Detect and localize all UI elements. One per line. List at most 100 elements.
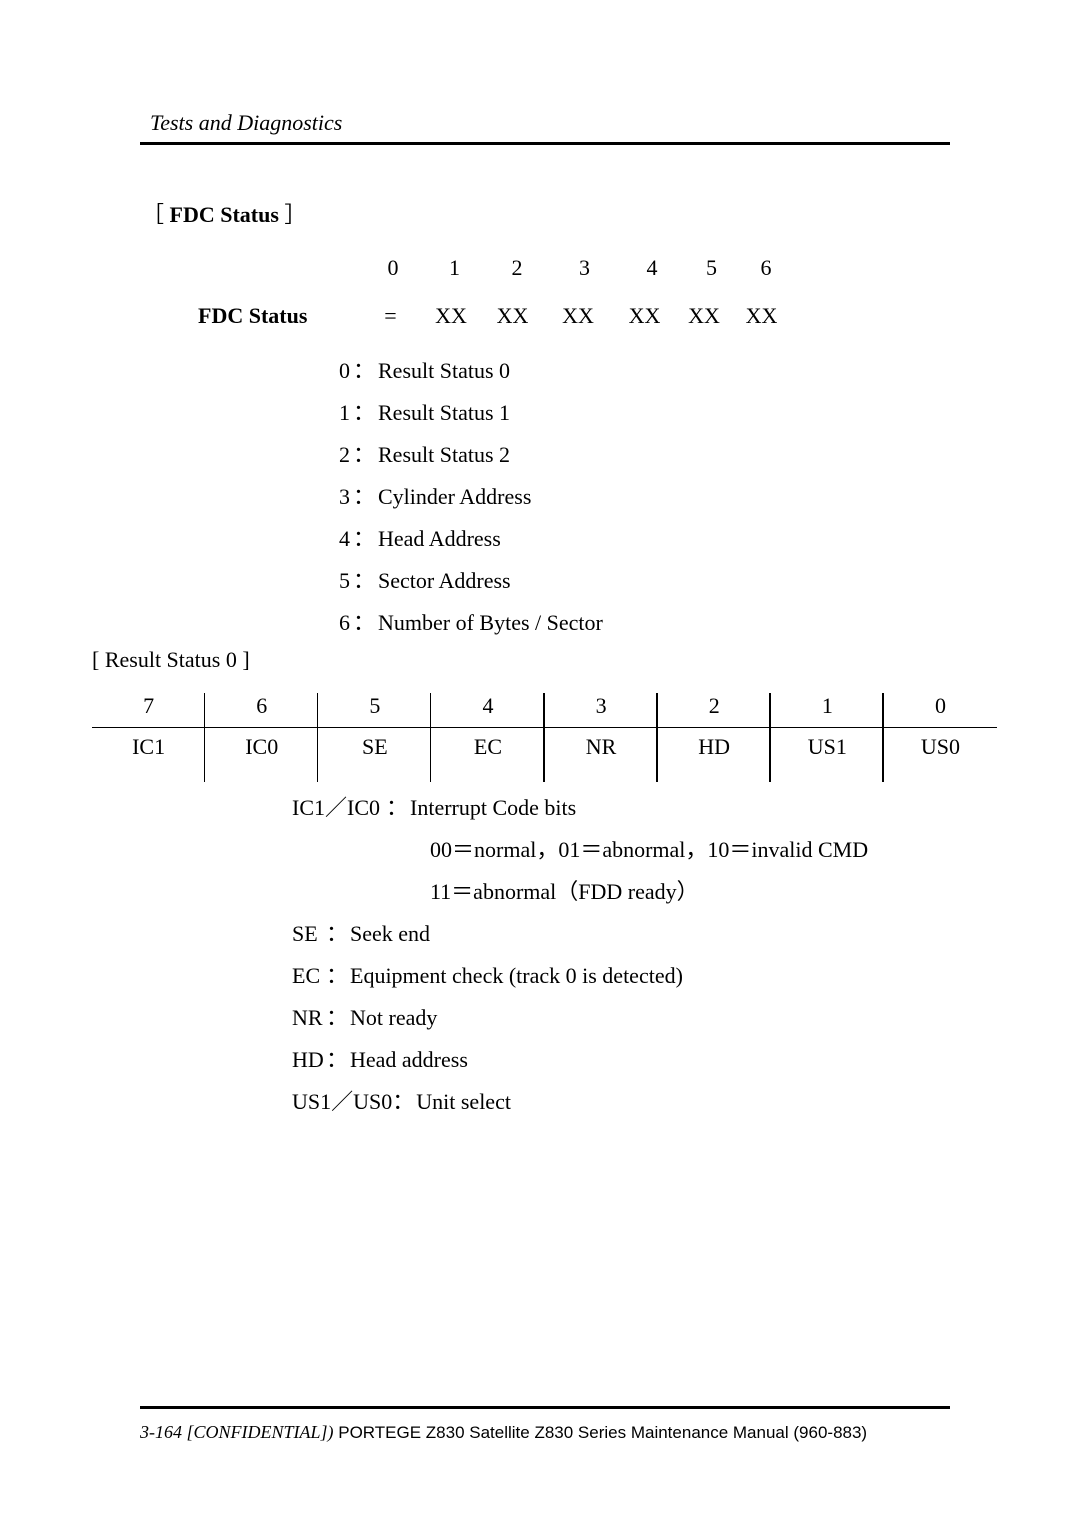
colon: ： [350,353,378,385]
bit-v-us0: US0 [884,728,997,768]
def-row: 3：Cylinder Address [328,479,950,511]
def-nr-text: Not ready [350,1005,437,1030]
fdc-status-title: ［ FDC Status ］ [142,197,950,229]
bit-value-row: IC1 IC0 SE EC NR HD US1 US0 [92,728,997,768]
page-header: Tests and Diagnostics [150,110,950,136]
def-ec: EC：Equipment check (track 0 is detected) [292,958,950,990]
bracket-open: ［ [142,202,164,227]
bit-h-0: 0 [884,687,997,727]
def-nr: NR：Not ready [292,1000,950,1032]
bit-v-us1: US1 [771,728,884,768]
xx-5: XX [735,303,789,329]
def-se-text: Seek end [350,921,430,946]
colon: ： [326,1042,350,1074]
bit-v-hd: HD [658,728,771,768]
def-key: 6 [328,610,350,636]
def-hd-label: HD [292,1047,326,1073]
page-footer: 3-164 [CONFIDENTIAL]) PORTEGE Z830 Satel… [140,1422,950,1443]
def-ic-label: IC1／IC0 [292,790,386,822]
xx-3: XX [616,303,674,329]
def-key: 2 [328,442,350,468]
bit-table: 7 6 5 4 3 2 1 0 IC1 IC0 SE EC NR HD US1 … [92,687,997,768]
xx-4: XX [679,303,729,329]
def-key: 0 [328,358,350,384]
bit-v-ic1: IC1 [92,728,205,768]
def-nr-label: NR [292,1005,326,1031]
bit-v-se: SE [318,728,431,768]
def-val: Head Address [378,526,501,551]
xx-1: XX [485,303,541,329]
result-status-0-title: [ Result Status 0 ] [92,647,950,673]
colon: ： [392,1084,416,1116]
colon: ： [350,479,378,511]
colon: ： [350,437,378,469]
bit-h-4: 4 [431,687,544,727]
footer-prefix: 3-164 [CONFIDENTIAL]) [140,1422,334,1442]
def-key: 4 [328,526,350,552]
bit-v-ec: EC [431,728,544,768]
def-ic-sub1: 00＝normal，01＝abnormal，10＝invalid CMD [430,832,950,864]
colon: ： [326,958,350,990]
def-ec-text: Equipment check (track 0 is detected) [350,963,683,988]
def-hd: HD：Head address [292,1042,950,1074]
bit-h-5: 5 [318,687,431,727]
def-ec-label: EC [292,963,326,989]
def-key: 1 [328,400,350,426]
def-val: Result Status 2 [378,442,510,467]
def-val: Result Status 1 [378,400,510,425]
fdc-status-label: FDC Status [170,202,279,227]
def-ic-text: Interrupt Code bits [410,795,576,820]
def-row: 5：Sector Address [328,563,950,595]
fdc-value-row: FDC Status = XX XX XX XX XX XX [198,303,950,329]
colon: ： [350,605,378,637]
idx-1: 1 [427,255,483,281]
idx-5: 5 [687,255,737,281]
header-rule [140,142,950,145]
colon: ： [350,521,378,553]
def-val: Number of Bytes / Sector [378,610,603,635]
def-ic-sub2: 11＝abnormal（FDD ready） [430,874,950,906]
fdc-status-text: FDC Status [198,303,358,329]
def-row: 1：Result Status 1 [328,395,950,427]
colon: ： [350,563,378,595]
def-val: Cylinder Address [378,484,531,509]
def-us-label: US1／US0 [292,1084,392,1116]
colon: ： [326,1000,350,1032]
bit-h-3: 3 [545,687,658,727]
def-us: US1／US0：Unit select [292,1084,950,1116]
bit-h-2: 2 [658,687,771,727]
def-se-label: SE [292,921,326,947]
bracket-close: ］ [284,202,306,227]
idx-0: 0 [365,255,421,281]
bit-h-6: 6 [205,687,318,727]
equals: = [364,303,418,329]
def-val: Result Status 0 [378,358,510,383]
footer-rule [140,1406,950,1409]
bit-h-1: 1 [771,687,884,727]
def-ic: IC1／IC0：Interrupt Code bits [292,790,950,822]
def-se: SE：Seek end [292,916,950,948]
colon: ： [386,790,410,822]
bit-h-7: 7 [92,687,205,727]
idx-4: 4 [623,255,681,281]
idx-6: 6 [742,255,790,281]
def-hd-text: Head address [350,1047,468,1072]
bit-v-nr: NR [545,728,658,768]
colon: ： [326,916,350,948]
def-key: 5 [328,568,350,594]
page: Tests and Diagnostics ［ FDC Status ］ 0 1… [0,0,1080,1527]
xx-2: XX [546,303,610,329]
def-val: Sector Address [378,568,511,593]
idx-2: 2 [488,255,546,281]
def-row: 0：Result Status 0 [328,353,950,385]
bit-header-row: 7 6 5 4 3 2 1 0 [92,687,997,728]
footer-rest: PORTEGE Z830 Satellite Z830 Series Maint… [334,1423,868,1442]
xx-0: XX [423,303,479,329]
def-row: 6：Number of Bytes / Sector [328,605,950,637]
def-key: 3 [328,484,350,510]
fdc-defs: 0：Result Status 0 1：Result Status 1 2：Re… [328,353,950,637]
rs0-defs: IC1／IC0：Interrupt Code bits 00＝normal，01… [292,790,950,1116]
colon: ： [350,395,378,427]
def-us-text: Unit select [416,1089,511,1114]
def-row: 2：Result Status 2 [328,437,950,469]
